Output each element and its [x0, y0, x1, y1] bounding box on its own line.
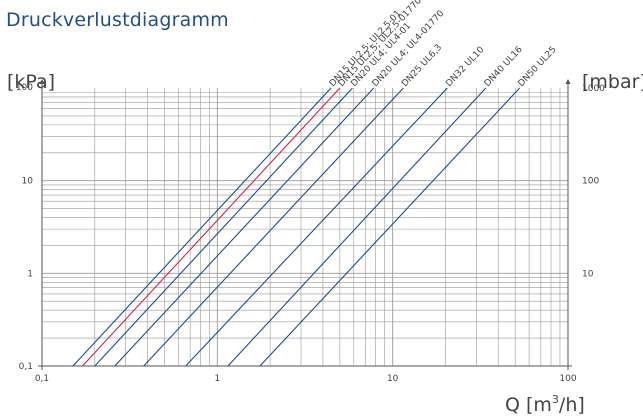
- series-label: DN32 UL10: [444, 45, 486, 89]
- series-line: [143, 87, 404, 367]
- tick-labels: 0,1 1 10 100 0,1 1 10 100 10 100 1000: [16, 83, 605, 384]
- series-lines: [72, 87, 521, 367]
- series-line: [114, 87, 375, 367]
- y-axis-right-arrow: [565, 79, 571, 84]
- x-tick-label: 10: [387, 374, 399, 384]
- y-axis-unit-right: [mbar]: [582, 71, 643, 93]
- series-line: [82, 87, 341, 367]
- x-axis-unit: Q [m3/h]: [505, 393, 585, 416]
- x-unit-suffix: /h]: [558, 394, 585, 416]
- y-tick-label-left: 10: [22, 177, 34, 187]
- y-tick-label-right: 10: [582, 269, 594, 279]
- chart-title: Druckverlustdiagramm: [6, 9, 229, 31]
- y-tick-label-left: 0,1: [19, 362, 33, 372]
- y-axis-left-arrow: [39, 79, 45, 84]
- y-tick-label-right: 100: [582, 177, 599, 187]
- x-unit-exponent: 3: [551, 393, 559, 406]
- x-tick-label: 1: [214, 374, 220, 384]
- series-line: [72, 87, 332, 367]
- x-unit-prefix: Q [m: [505, 394, 552, 416]
- series-line: [227, 87, 487, 367]
- grid: [41, 88, 568, 367]
- x-tick-label: 0,1: [35, 374, 49, 384]
- y-tick-label-right: 1000: [582, 84, 605, 94]
- y-tick-label-left: 1: [27, 269, 33, 279]
- series-line: [185, 87, 448, 367]
- series-line: [259, 87, 521, 367]
- series-line: [94, 87, 353, 367]
- y-tick-label-left: 100: [16, 83, 33, 93]
- y-axis-unit-left: [kPa]: [7, 71, 56, 93]
- axes: [38, 79, 572, 370]
- x-tick-label: 100: [559, 374, 576, 384]
